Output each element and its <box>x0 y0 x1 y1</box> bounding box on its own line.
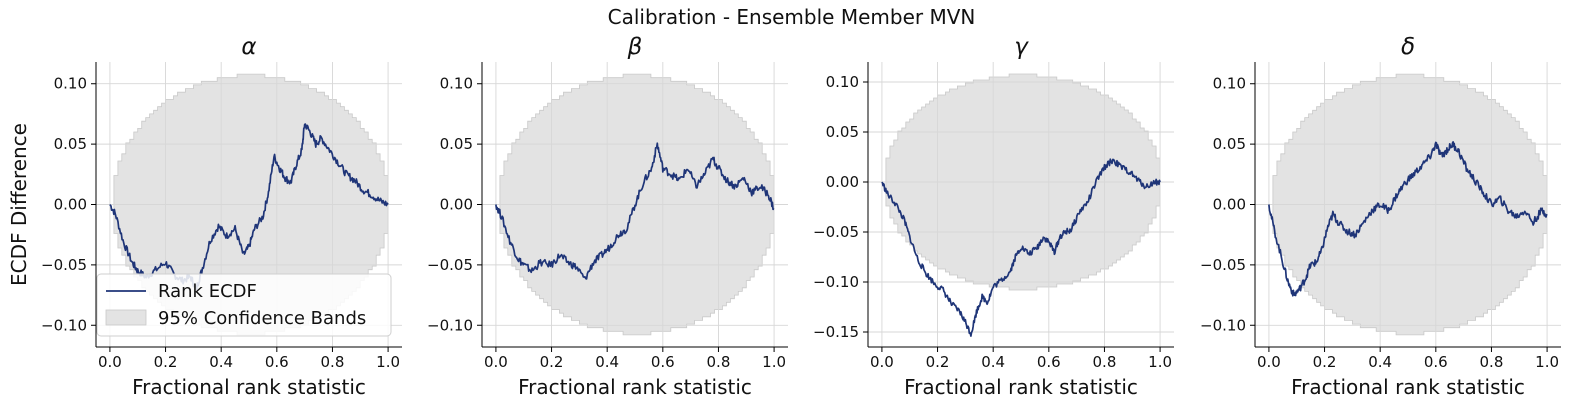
y-tick-label: 0.05 <box>1213 135 1246 153</box>
subplot-2: 0.0 0.2 0.4 0.6 0.8 1.0 −0.10 −0.05 0.00 0.05 0.10… <box>427 34 788 399</box>
x-tick-label: 0.6 <box>651 353 675 371</box>
x-tick-label: 1.0 <box>376 353 400 371</box>
x-tick-label: 0.2 <box>154 353 178 371</box>
x-tick-label: 0.0 <box>98 353 122 371</box>
subplot-title: α <box>241 34 256 60</box>
x-tick-label: 0.8 <box>1093 353 1117 371</box>
x-tick-label: 0.2 <box>540 353 564 371</box>
subplot-title: β <box>627 34 643 60</box>
x-tick-label: 0.4 <box>595 353 619 371</box>
legend-band-label: 95% Confidence Bands <box>158 308 366 329</box>
legend-band-swatch <box>105 309 147 326</box>
y-tick-label: −0.15 <box>813 323 859 341</box>
x-tick-label: 0.2 <box>1313 353 1337 371</box>
y-tick-label: 0.10 <box>1213 75 1246 93</box>
x-axis-label: Fractional rank statistic <box>904 375 1138 399</box>
rank-ecdf-line-3 <box>881 158 1161 337</box>
subplot-title: γ <box>1014 34 1029 60</box>
y-tick-label: −0.05 <box>427 256 473 274</box>
x-tick-label: 0.8 <box>321 353 345 371</box>
x-tick-label: 0.2 <box>926 353 950 371</box>
y-tick-label: 0.10 <box>54 75 87 93</box>
x-tick-label: 1.0 <box>1148 353 1172 371</box>
y-tick-label: −0.10 <box>41 316 87 334</box>
x-axis-label: Fractional rank statistic <box>132 375 366 399</box>
x-axis-label: Fractional rank statistic <box>518 375 752 399</box>
x-tick-label: 0.4 <box>981 353 1005 371</box>
x-tick-label: 0.0 <box>484 353 508 371</box>
subplot-title: δ <box>1401 34 1415 60</box>
x-tick-label: 0.6 <box>265 353 289 371</box>
y-tick-label: 0.05 <box>440 135 473 153</box>
y-tick-label: 0.05 <box>826 123 859 141</box>
subplot-1: 0.0 0.2 0.4 0.6 0.8 1.0 −0.10 −0.05 0.00 0.05 0.10… <box>7 34 402 399</box>
y-tick-label: 0.00 <box>54 196 87 214</box>
x-tick-label: 0.6 <box>1424 353 1448 371</box>
x-tick-label: 0.6 <box>1037 353 1061 371</box>
y-axis-label: ECDF Difference <box>7 123 31 286</box>
rank-ecdf-line-2 <box>495 142 775 280</box>
y-tick-label: −0.10 <box>427 316 473 334</box>
y-tick-label: 0.10 <box>440 75 473 93</box>
y-tick-label: 0.00 <box>826 173 859 191</box>
figure-suptitle: Calibration - Ensemble Member MVN <box>607 5 976 29</box>
y-tick-label: −0.05 <box>813 223 859 241</box>
subplot-4: 0.0 0.2 0.4 0.6 0.8 1.0 −0.10 −0.05 0.00 0.05 0.10… <box>1200 34 1561 399</box>
rank-ecdf-line-4 <box>1268 141 1548 297</box>
x-tick-label: 0.4 <box>1368 353 1392 371</box>
rank-ecdf-line-1 <box>109 123 389 291</box>
x-tick-label: 1.0 <box>1535 353 1559 371</box>
y-tick-label: −0.10 <box>813 273 859 291</box>
y-tick-label: 0.10 <box>826 73 859 91</box>
subplot-3: 0.0 0.2 0.4 0.6 0.8 1.0 −0.15 −0.10 −0.05 0.00 0.0… <box>813 34 1174 399</box>
x-axis-label: Fractional rank statistic <box>1291 375 1525 399</box>
legend-box <box>96 273 392 337</box>
legend: Rank ECDF 95% Confidence Bands <box>96 273 392 337</box>
y-tick-label: 0.00 <box>440 196 473 214</box>
x-tick-label: 0.4 <box>209 353 233 371</box>
y-tick-label: 0.00 <box>1213 196 1246 214</box>
y-tick-label: −0.10 <box>1200 316 1246 334</box>
y-tick-label: −0.05 <box>1200 256 1246 274</box>
legend-line-label: Rank ECDF <box>158 281 257 302</box>
x-tick-label: 0.0 <box>1257 353 1281 371</box>
x-tick-label: 0.0 <box>870 353 894 371</box>
x-tick-label: 0.8 <box>1480 353 1504 371</box>
y-tick-label: 0.05 <box>54 135 87 153</box>
x-tick-label: 0.8 <box>707 353 731 371</box>
y-tick-label: −0.05 <box>41 256 87 274</box>
x-tick-label: 1.0 <box>762 353 786 371</box>
